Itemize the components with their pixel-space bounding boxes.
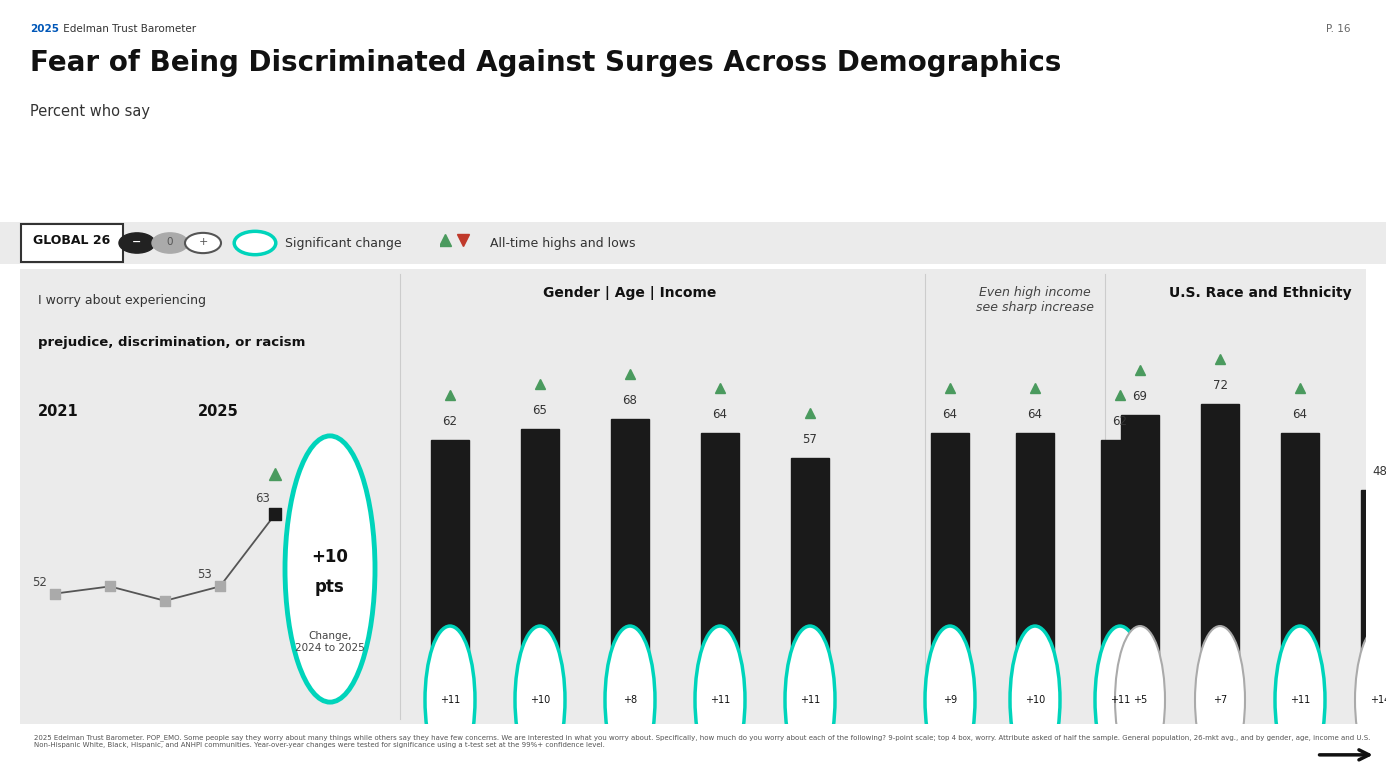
Text: −: − [132,237,141,247]
Text: U.S. Race and Ethnicity: U.S. Race and Ethnicity [1168,286,1351,300]
Text: +5: +5 [1132,695,1148,705]
Text: +11: +11 [1290,695,1310,705]
Ellipse shape [1114,626,1166,774]
Text: 72: 72 [1213,379,1228,393]
Text: 64: 64 [942,408,958,421]
Point [44,587,67,600]
Text: pts: pts [315,578,345,596]
Text: +10: +10 [529,695,550,705]
Text: 62: 62 [442,415,457,428]
Text: Percent who say: Percent who say [30,104,150,119]
Bar [791,458,829,662]
Text: Gender | Age | Income: Gender | Age | Income [543,286,717,300]
Bar [1100,440,1139,662]
Point [209,580,231,593]
Bar [1121,415,1159,662]
Bar [701,433,739,662]
Text: 2025 Edelman Trust Barometer. POP_EMO. Some people say they worry about many thi: 2025 Edelman Trust Barometer. POP_EMO. S… [33,734,1369,748]
Ellipse shape [286,436,376,702]
Point [98,580,121,593]
Ellipse shape [1095,626,1145,774]
Text: 53: 53 [198,569,212,581]
Ellipse shape [784,626,834,774]
Text: 64: 64 [1293,408,1307,421]
Point [154,594,176,607]
Text: 64: 64 [712,408,728,421]
Bar [1361,490,1386,662]
Text: All-time highs and lows: All-time highs and lows [491,237,636,249]
Text: 57: 57 [802,433,818,446]
Text: GLOBAL 26: GLOBAL 26 [33,234,111,248]
Point [263,508,286,520]
Bar [431,440,468,662]
Text: Change,
2024 to 2025: Change, 2024 to 2025 [295,631,365,653]
Text: +: + [198,237,208,247]
Text: 2025: 2025 [30,24,60,34]
Text: Edelman Trust Barometer: Edelman Trust Barometer [60,24,197,34]
Ellipse shape [1356,626,1386,774]
Ellipse shape [924,626,974,774]
Text: +10: +10 [312,548,348,566]
Text: +11: +11 [1110,695,1130,705]
Text: 63: 63 [255,492,270,506]
Text: +9: +9 [942,695,958,705]
Bar [1016,433,1053,662]
Ellipse shape [1195,626,1245,774]
Text: +11: +11 [800,695,821,705]
Text: prejudice, discrimination, or racism: prejudice, discrimination, or racism [37,336,305,349]
Text: 52: 52 [32,576,47,589]
Ellipse shape [1010,626,1060,774]
Text: +10: +10 [1024,695,1045,705]
Bar [521,429,559,662]
Text: I worry about experiencing: I worry about experiencing [37,294,207,307]
Text: P. 16: P. 16 [1325,24,1350,34]
Text: +8: +8 [622,695,638,705]
Text: 68: 68 [622,393,638,407]
Bar [611,418,649,662]
Bar [1281,433,1319,662]
Text: +11: +11 [710,695,730,705]
Text: 0: 0 [166,237,173,247]
Text: Significant change: Significant change [286,237,402,249]
Bar [1202,404,1239,662]
Text: 2025: 2025 [198,404,238,419]
Ellipse shape [694,626,746,774]
Text: +11: +11 [439,695,460,705]
Text: +7: +7 [1213,695,1227,705]
Text: 64: 64 [1027,408,1042,421]
Text: 48: 48 [1372,465,1386,478]
Text: 62: 62 [1113,415,1127,428]
Text: Fear of Being Discriminated Against Surges Across Demographics: Fear of Being Discriminated Against Surg… [30,49,1062,77]
Ellipse shape [426,626,475,774]
Text: 69: 69 [1132,390,1148,403]
Text: +14: +14 [1369,695,1386,705]
Text: 2021: 2021 [37,404,79,419]
Bar [931,433,969,662]
Text: Even high income
see sharp increase: Even high income see sharp increase [976,286,1094,314]
Ellipse shape [1275,626,1325,774]
Ellipse shape [606,626,656,774]
Text: 65: 65 [532,404,547,418]
Ellipse shape [516,626,565,774]
